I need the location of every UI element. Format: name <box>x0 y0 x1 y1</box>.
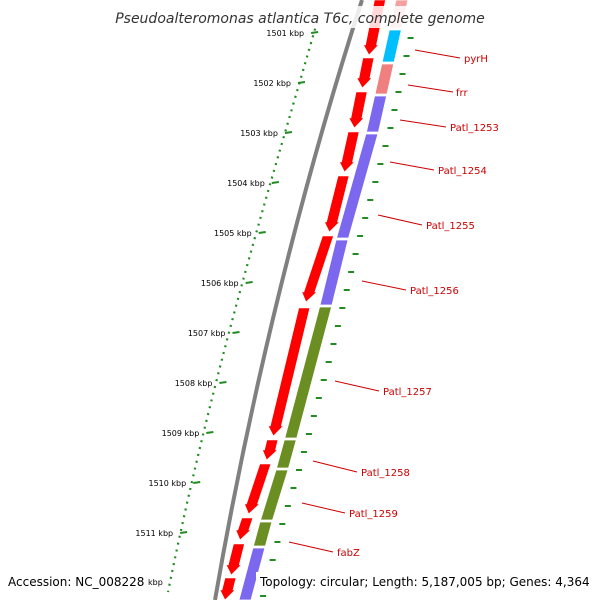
gene-label-Patl_1256: Patl_1256 <box>410 286 459 297</box>
gene-label-leader <box>377 214 423 226</box>
gene-feature-Patl_1256 <box>284 306 333 439</box>
gene-label-leader <box>301 502 346 514</box>
kbp-tick-label: 1509 kbp <box>162 429 200 438</box>
kbp-tick-label: 1508 kbp <box>175 379 213 388</box>
kbp-tick-mark <box>271 181 279 184</box>
kbp-tick-mark <box>284 131 293 134</box>
gene-label-leader <box>414 49 461 59</box>
gene-label-leader <box>334 380 380 392</box>
cds-track-forward <box>219 0 386 600</box>
cds-arrow <box>235 517 254 541</box>
title-backdrop <box>110 6 490 28</box>
gene-feature-Patl_1257 <box>276 439 297 469</box>
gene-label-leader <box>361 280 407 291</box>
gene-feature-Patl_1258 <box>260 469 289 521</box>
gene-labels: pyrH frr Patl_1253 Patl_1254 Patl_1255 Patl_1… <box>288 49 499 559</box>
cds-arrow <box>301 235 334 303</box>
kbp-tick-label: 1502 kbp <box>253 79 291 88</box>
gene-label-leader <box>399 119 447 128</box>
gene-label-Patl_1259: Patl_1259 <box>349 509 398 520</box>
footer-backdrop-right <box>256 572 596 592</box>
gene-label-Patl_1258: Patl_1258 <box>361 468 410 479</box>
kbp-tick-label: 1507 kbp <box>188 329 226 338</box>
gene-label-Patl_1253: Patl_1253 <box>450 123 499 134</box>
kbp-tick-mark <box>206 431 214 434</box>
gene-label-leader <box>389 161 435 171</box>
gene-feature-Patl_1259 <box>252 521 273 547</box>
gene-feature-fabZ <box>238 547 266 600</box>
kbp-tick-mark <box>219 381 227 384</box>
kbp-tick-label: 1510 kbp <box>149 479 187 488</box>
gene-label-pyrH: pyrH <box>464 54 488 65</box>
gene-feature-Patl_1255 <box>319 239 349 306</box>
cds-arrow <box>225 543 245 576</box>
kbp-tick-label: 1504 kbp <box>227 179 265 188</box>
kbp-ticks: 1501 kbp 1502 kbp 1503 kbp 1504 kbp 1505 kbp… <box>135 19 418 597</box>
kbp-tick-label: 1503 kbp <box>240 129 278 138</box>
kbp-tick-mark <box>179 531 188 534</box>
cds-arrow <box>219 577 237 600</box>
gene-label-leader <box>288 541 334 553</box>
cds-arrow <box>339 131 360 173</box>
kbp-tick-label: 1506 kbp <box>201 279 239 288</box>
gene-label-leader <box>312 460 358 473</box>
kbp-tick-label: 1511 kbp <box>135 529 173 538</box>
kbp-tick-mark <box>193 481 201 484</box>
genome-summary-text: Topology: circular; Length: 5,187,005 bp… <box>259 575 590 589</box>
accession-text: Accession: NC_008228 <box>8 575 144 589</box>
page-title: Pseudoalteromonas atlantica T6c, complet… <box>115 11 485 27</box>
kbp-tick-mark <box>297 81 306 84</box>
gene-feature-frr <box>374 63 395 95</box>
gene-label-Patl_1257: Patl_1257 <box>383 387 432 398</box>
gene-feature-Patl_1254 <box>336 133 379 239</box>
cds-arrow <box>244 463 272 515</box>
kbp-ruler <box>166 21 319 593</box>
gene-label-leader <box>407 84 454 93</box>
kbp-tick-label: 1501 kbp <box>266 29 304 38</box>
cds-arrow <box>356 57 375 89</box>
gene-label-frr: frr <box>456 88 468 99</box>
kbp-tick-label: 1505 kbp <box>214 229 252 238</box>
cds-arrow <box>324 175 350 233</box>
gene-label-Patl_1255: Patl_1255 <box>426 221 475 232</box>
cds-arrow <box>348 91 368 129</box>
kbp-unit-partial: kbp <box>148 578 163 587</box>
footer-backdrop-left <box>4 572 164 592</box>
gene-label-Patl_1254: Patl_1254 <box>438 166 487 177</box>
kbp-tick-mark <box>310 31 319 34</box>
cds-arrow <box>267 307 311 437</box>
cds-arrow <box>262 439 279 461</box>
kbp-tick-mark <box>245 281 253 284</box>
kbp-tick-mark <box>258 231 266 234</box>
gene-label-fabZ: fabZ <box>337 548 360 559</box>
kbp-tick-mark <box>232 331 240 334</box>
genome-backbone <box>213 0 364 600</box>
gene-feature-pyrH <box>381 29 402 63</box>
gene-feature-Patl_1253 <box>365 95 388 133</box>
